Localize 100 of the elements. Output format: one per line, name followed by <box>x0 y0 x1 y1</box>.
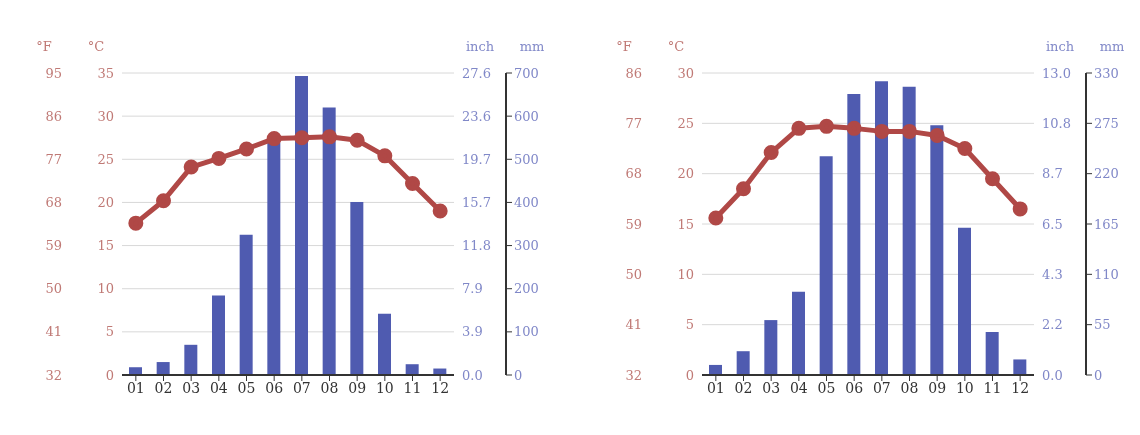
bar <box>239 234 253 375</box>
y-tick-label: 30 <box>97 108 114 124</box>
y3-tick-label: 86 <box>625 65 642 81</box>
y-tick-label: 0 <box>105 367 114 383</box>
x-tick-label: 11 <box>403 379 422 396</box>
y3-tick-label: 41 <box>45 324 62 340</box>
bar <box>930 125 944 375</box>
y3-tick-label: 68 <box>45 195 62 211</box>
point <box>957 141 973 156</box>
y2-tick-label: 55 <box>1094 317 1111 333</box>
text: 0.0 <box>462 367 483 383</box>
y-tick-label: 20 <box>677 166 694 182</box>
y2-tick-label: 275 <box>1094 115 1119 131</box>
y-tick-label: 35 <box>97 65 114 81</box>
y3-tick-label: 59 <box>625 216 642 232</box>
y3-tick-label: 50 <box>625 266 642 282</box>
bar <box>156 362 170 375</box>
bar <box>902 86 916 375</box>
bar <box>378 313 391 375</box>
y2-tick-label: 600 <box>514 108 539 124</box>
bar <box>295 76 308 375</box>
y3-axis-title: °F <box>616 39 632 54</box>
text: 4.3 <box>1042 266 1063 282</box>
x-tick-label: 04 <box>209 379 228 396</box>
point <box>156 193 171 209</box>
bar <box>985 331 999 375</box>
point <box>266 131 282 147</box>
y3-tick-label: 77 <box>45 151 62 167</box>
point <box>1012 201 1028 217</box>
y3-axis-title: °F <box>36 39 52 54</box>
bar <box>1013 359 1027 375</box>
x-tick-label: 06 <box>265 379 284 396</box>
point <box>874 123 890 139</box>
y2-tick-label: 700 <box>514 65 539 81</box>
bar <box>847 94 861 375</box>
y3-tick-label: 95 <box>45 65 62 81</box>
bar <box>129 367 142 375</box>
bar <box>405 364 419 375</box>
x-tick-label: 01 <box>126 379 145 396</box>
y-axis-title: °C <box>87 39 105 54</box>
text: 6.5 <box>1042 216 1063 232</box>
point <box>902 123 917 139</box>
y3-tick-label: 59 <box>45 238 62 254</box>
y-tick-label: 10 <box>97 281 114 297</box>
x-tick-label: 11 <box>983 379 1002 396</box>
y3-tick-label: 32 <box>45 367 62 383</box>
bar <box>792 291 805 375</box>
y2-tick-label: 0 <box>1094 367 1103 383</box>
x-tick-label: 09 <box>348 379 367 396</box>
y-tick-label: 15 <box>677 216 694 232</box>
text: inch <box>1045 39 1075 54</box>
y2-tick-label: 220 <box>1094 166 1119 182</box>
y2-tick-label: 165 <box>1094 216 1119 232</box>
y-tick-label: 25 <box>677 115 694 131</box>
y-tick-label: 20 <box>97 195 114 211</box>
y-tick-label: 5 <box>685 317 694 333</box>
x-tick-label: 06 <box>845 379 864 396</box>
text: 23.6 <box>462 108 491 124</box>
point <box>183 159 199 175</box>
point <box>322 129 337 145</box>
y-tick-label: 10 <box>677 266 694 282</box>
y2-tick-label: 110 <box>1094 266 1119 282</box>
point <box>708 210 724 226</box>
x-tick-label: 10 <box>955 379 974 396</box>
x-tick-label: 04 <box>789 379 808 396</box>
point <box>349 132 365 148</box>
point <box>405 175 420 191</box>
y3-tick-label: 77 <box>625 115 642 131</box>
y3-tick-label: 86 <box>45 108 62 124</box>
x-tick-label: 01 <box>706 379 725 396</box>
x-tick-label: 05 <box>817 379 836 396</box>
point <box>763 145 779 161</box>
point <box>432 203 448 219</box>
text: 11.8 <box>462 238 491 254</box>
x-tick-label: 02 <box>154 379 173 396</box>
text: 2.2 <box>1042 317 1063 333</box>
text: 10.8 <box>1042 115 1071 131</box>
text: 13.0 <box>1042 65 1071 81</box>
point <box>985 171 1000 187</box>
bar <box>322 107 336 375</box>
point <box>377 148 393 164</box>
bar <box>736 351 750 375</box>
y2-tick-label: 330 <box>1094 65 1119 81</box>
point <box>294 130 310 146</box>
bar <box>267 142 281 375</box>
x-tick-label: 10 <box>375 379 394 396</box>
x-tick-label: 03 <box>762 379 781 396</box>
point <box>128 215 144 231</box>
text: 15.7 <box>462 195 491 211</box>
text: 0.0 <box>1042 367 1063 383</box>
y-axis-title: °C <box>667 39 685 54</box>
y2-tick-label: 0 <box>514 367 523 383</box>
bar <box>212 295 225 375</box>
x-tick-label: 02 <box>734 379 753 396</box>
text: inch <box>465 39 495 54</box>
point <box>239 141 254 157</box>
y-tick-label: 30 <box>677 65 694 81</box>
y2-tick-label: 100 <box>514 324 539 340</box>
text: 8.7 <box>1042 166 1063 182</box>
text: 27.6 <box>462 65 491 81</box>
